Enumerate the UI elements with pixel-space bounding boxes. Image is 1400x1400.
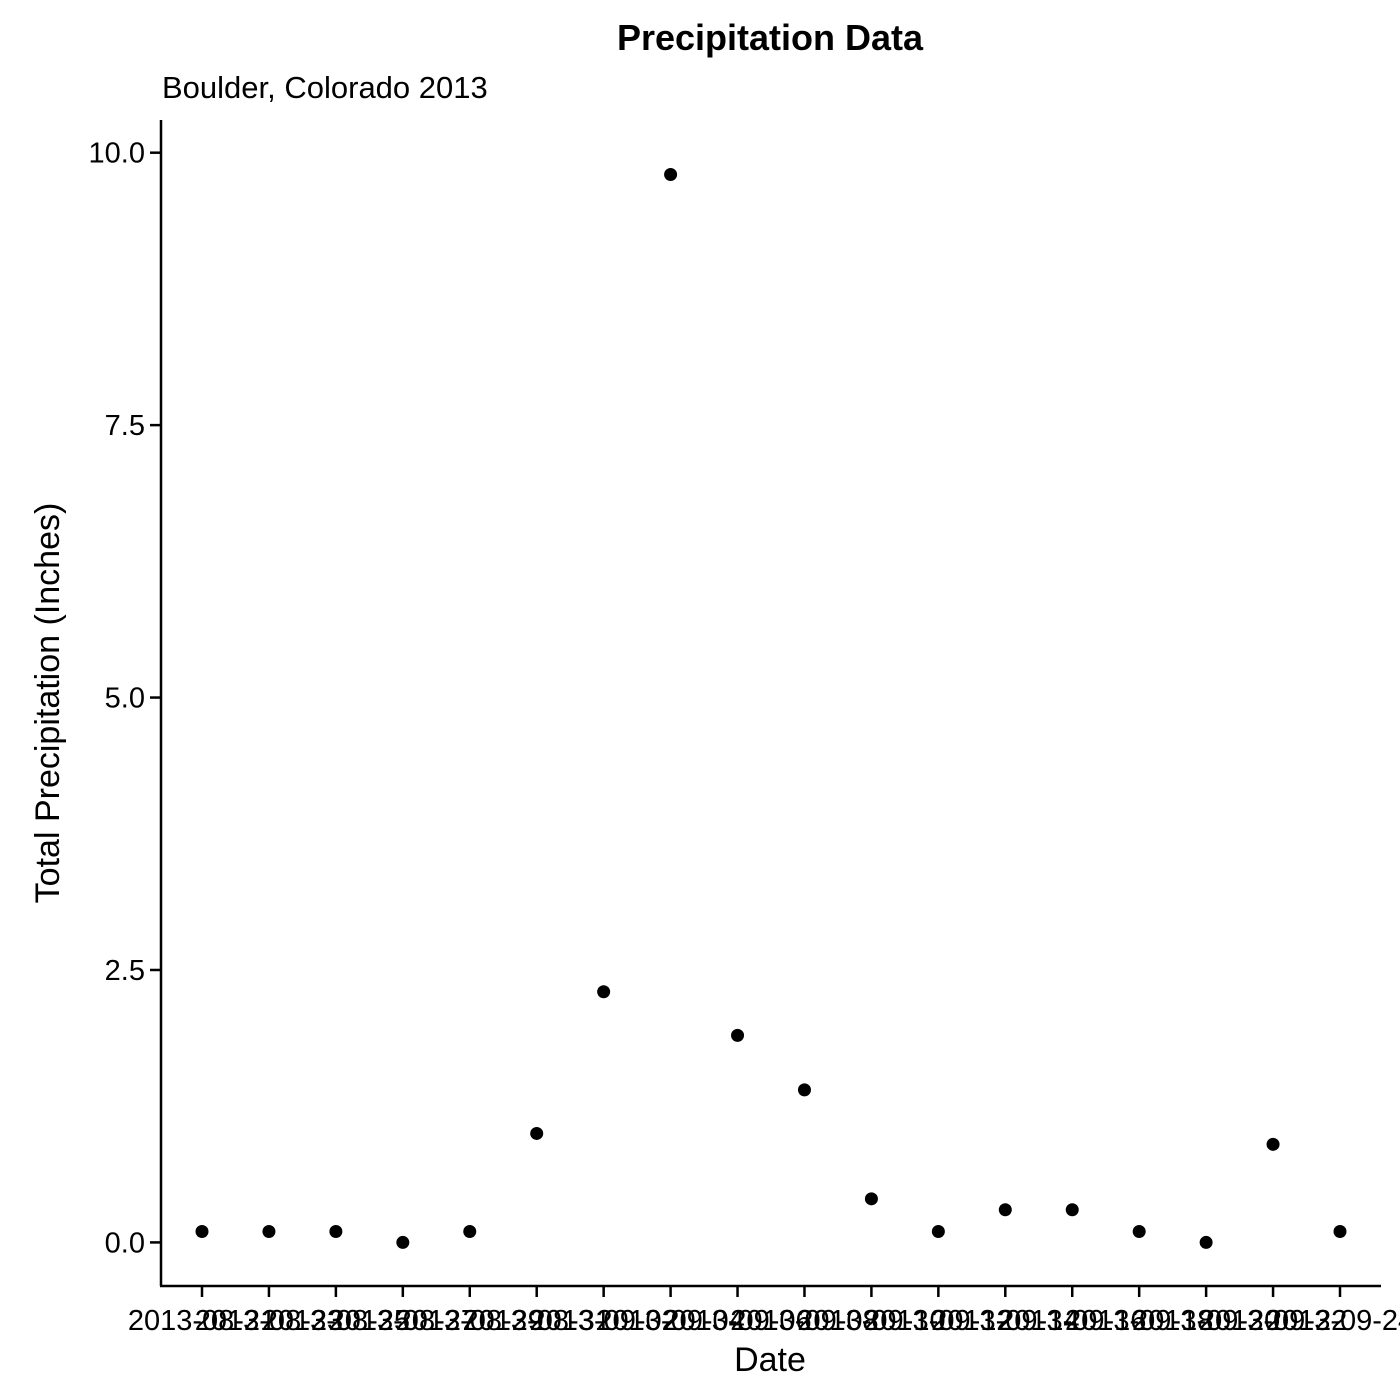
x-tick-label: 2013-09-20 — [1132, 1305, 1280, 1337]
x-tick-label: 2013-08-23 — [195, 1305, 343, 1337]
y-axis-label: Total Precipitation (Inches) — [29, 503, 67, 904]
x-tick-label: 2013-09-02 — [529, 1305, 677, 1337]
data-point — [463, 1225, 477, 1239]
chart-subtitle: Boulder, Colorado 2013 — [162, 70, 488, 105]
data-point — [1199, 1235, 1213, 1249]
y-ticks: 0.0 2.5 5.0 7.5 10.0 — [89, 138, 161, 1259]
chart-title: Precipitation Data — [617, 17, 924, 58]
data-point — [1065, 1203, 1079, 1217]
x-tick-label: 2013-09-22 — [1199, 1305, 1347, 1337]
x-ticks: 2013-08-212013-08-232013-08-252013-08-27… — [128, 1286, 1400, 1337]
y-tick-label: 7.5 — [105, 410, 145, 442]
x-tick-label: 2013-08-21 — [128, 1305, 276, 1337]
data-point — [597, 985, 611, 999]
x-tick-label: 2013-09-10 — [797, 1305, 945, 1337]
data-points — [195, 167, 1347, 1249]
data-point — [396, 1235, 410, 1249]
y-tick-label: 0.0 — [105, 1227, 145, 1259]
data-point — [731, 1028, 745, 1042]
x-axis-label: Date — [734, 1341, 806, 1379]
data-point — [931, 1225, 945, 1239]
x-tick-label: 2013-08-27 — [329, 1305, 477, 1337]
x-tick-label: 2013-09-24 — [1266, 1305, 1400, 1337]
x-tick-label: 2013-09-08 — [730, 1305, 878, 1337]
data-point — [1266, 1137, 1280, 1151]
x-tick-label: 2013-09-18 — [1065, 1305, 1213, 1337]
data-point — [329, 1225, 343, 1239]
y-tick-label: 10.0 — [89, 138, 145, 170]
data-point — [797, 1083, 811, 1097]
y-tick-label: 5.0 — [105, 683, 145, 715]
data-point — [864, 1192, 878, 1206]
data-point — [998, 1203, 1012, 1217]
x-tick-label: 2013-09-12 — [864, 1305, 1012, 1337]
y-tick-label: 2.5 — [105, 955, 145, 987]
x-tick-label: 2013-09-16 — [998, 1305, 1146, 1337]
data-point — [1132, 1225, 1146, 1239]
data-point — [530, 1126, 544, 1140]
data-point — [262, 1225, 276, 1239]
x-tick-label: 2013-08-29 — [396, 1305, 544, 1337]
x-tick-label: 2013-08-31 — [463, 1305, 611, 1337]
x-tick-label: 2013-09-04 — [596, 1305, 744, 1337]
x-tick-label: 2013-08-25 — [262, 1305, 410, 1337]
data-point — [664, 167, 678, 181]
x-tick-label: 2013-09-14 — [931, 1305, 1079, 1337]
x-tick-label: 2013-09-06 — [663, 1305, 811, 1337]
data-point — [195, 1225, 209, 1239]
data-point — [1333, 1225, 1347, 1239]
